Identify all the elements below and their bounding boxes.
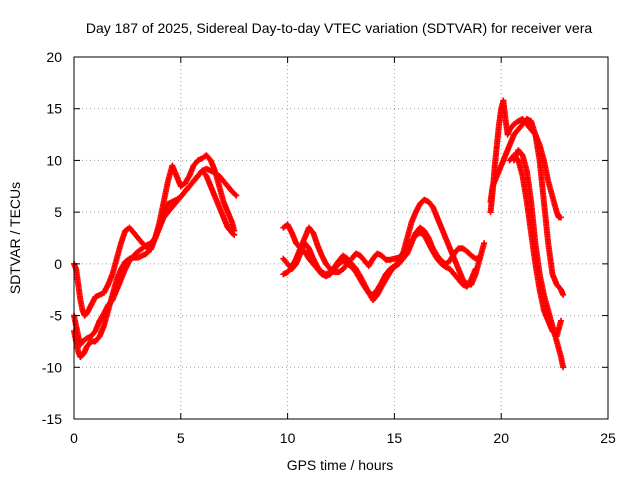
chart-title: Day 187 of 2025, Sidereal Day-to-day VTE…: [86, 20, 592, 36]
series-trace-f: [280, 229, 479, 298]
data-point: [560, 291, 567, 298]
plot-border: [73, 56, 609, 420]
series-trace-j: [506, 152, 565, 340]
data-point: [558, 317, 565, 324]
y-tick-label: -15: [42, 411, 62, 427]
x-tick-label: 20: [493, 430, 509, 446]
data-point: [481, 240, 488, 247]
y-tick-label: 15: [46, 101, 62, 117]
data-point: [472, 266, 479, 273]
y-tick-label: 20: [46, 49, 62, 65]
y-tick-label: 5: [54, 204, 62, 220]
series-trace-d: [280, 196, 488, 288]
data-point: [232, 191, 239, 198]
y-tick-label: -10: [42, 359, 62, 375]
y-tick-label: 0: [54, 256, 62, 272]
y-tick-label: -5: [50, 308, 63, 324]
x-tick-label: 25: [600, 430, 616, 446]
data-point: [230, 230, 237, 237]
data-point: [476, 254, 483, 261]
y-tick-label: 10: [46, 152, 62, 168]
tick-marks: [73, 56, 609, 420]
data-point: [558, 214, 565, 221]
x-axis-label: GPS time / hours: [287, 457, 394, 473]
y-tick-labels: -15 -10 -5 0 5 10 15 20: [42, 49, 62, 427]
x-tick-labels: 0 5 10 15 20 25: [70, 430, 616, 446]
y-axis-label: SDTVAR / TECUs: [7, 182, 23, 294]
x-tick-label: 15: [387, 430, 403, 446]
x-tick-label: 5: [177, 430, 185, 446]
series-trace-c: [71, 167, 238, 360]
series-trace-h: [487, 116, 567, 298]
x-tick-label: 0: [70, 430, 78, 446]
data-point: [560, 364, 567, 371]
data-point: [233, 192, 240, 199]
x-tick-label: 10: [280, 430, 296, 446]
data-point: [231, 231, 238, 238]
data-points: [71, 97, 567, 371]
